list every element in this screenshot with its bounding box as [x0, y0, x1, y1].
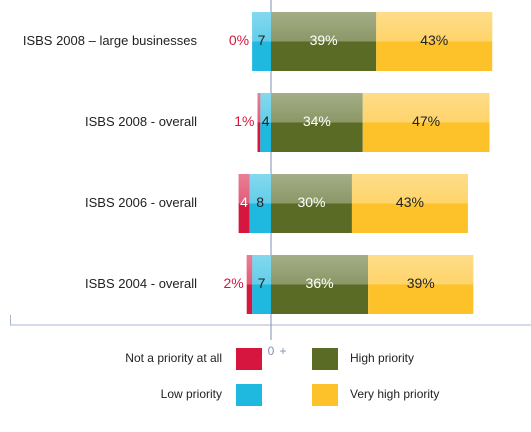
bar-highlight — [376, 12, 493, 71]
bar-highlight — [260, 93, 271, 152]
legend-swatch — [236, 384, 262, 406]
bar-highlight — [368, 255, 474, 314]
value-label: 39% — [407, 275, 435, 291]
category-label: ISBS 2008 – large businesses — [23, 33, 198, 48]
x-tick-label: 0 — [268, 344, 275, 358]
bar-highlight — [271, 93, 363, 152]
value-label: 4 — [240, 194, 248, 210]
bar-highlight — [257, 93, 261, 152]
category-label: ISBS 2008 - overall — [85, 114, 197, 129]
bar-highlight — [351, 174, 468, 233]
value-label: 7 — [258, 32, 266, 48]
value-label: 2% — [223, 275, 243, 291]
legend-label: High priority — [350, 351, 414, 365]
value-label: 4 — [262, 113, 270, 129]
value-label: 34% — [303, 113, 331, 129]
bar-highlight — [271, 174, 352, 233]
bar-highlight — [271, 255, 369, 314]
value-label: 8 — [256, 194, 264, 210]
bar-highlight — [271, 12, 377, 71]
value-label: 47% — [412, 113, 440, 129]
value-label: 36% — [306, 275, 334, 291]
category-label: ISBS 2004 - overall — [85, 276, 197, 291]
legend-label: Low priority — [161, 387, 222, 401]
legend-swatch — [236, 348, 262, 370]
legend-label: Very high priority — [350, 387, 439, 401]
value-label: 43% — [420, 32, 448, 48]
value-label: 1% — [234, 113, 254, 129]
legend-swatch — [312, 384, 338, 406]
category-label: ISBS 2006 - overall — [85, 195, 197, 210]
value-label: 7 — [258, 275, 266, 291]
value-label: 30% — [297, 194, 325, 210]
bar-highlight — [362, 93, 490, 152]
bar-highlight — [249, 174, 271, 233]
bar-highlight — [252, 255, 271, 314]
value-label: 0% — [229, 32, 249, 48]
legend-swatch — [312, 348, 338, 370]
bar-highlight — [246, 255, 253, 314]
x-sign-label: + — [279, 344, 286, 358]
bar-highlight — [238, 174, 250, 233]
value-label: 39% — [310, 32, 338, 48]
bar-highlight — [252, 12, 271, 71]
legend-label: Not a priority at all — [125, 351, 222, 365]
value-label: 43% — [396, 194, 424, 210]
